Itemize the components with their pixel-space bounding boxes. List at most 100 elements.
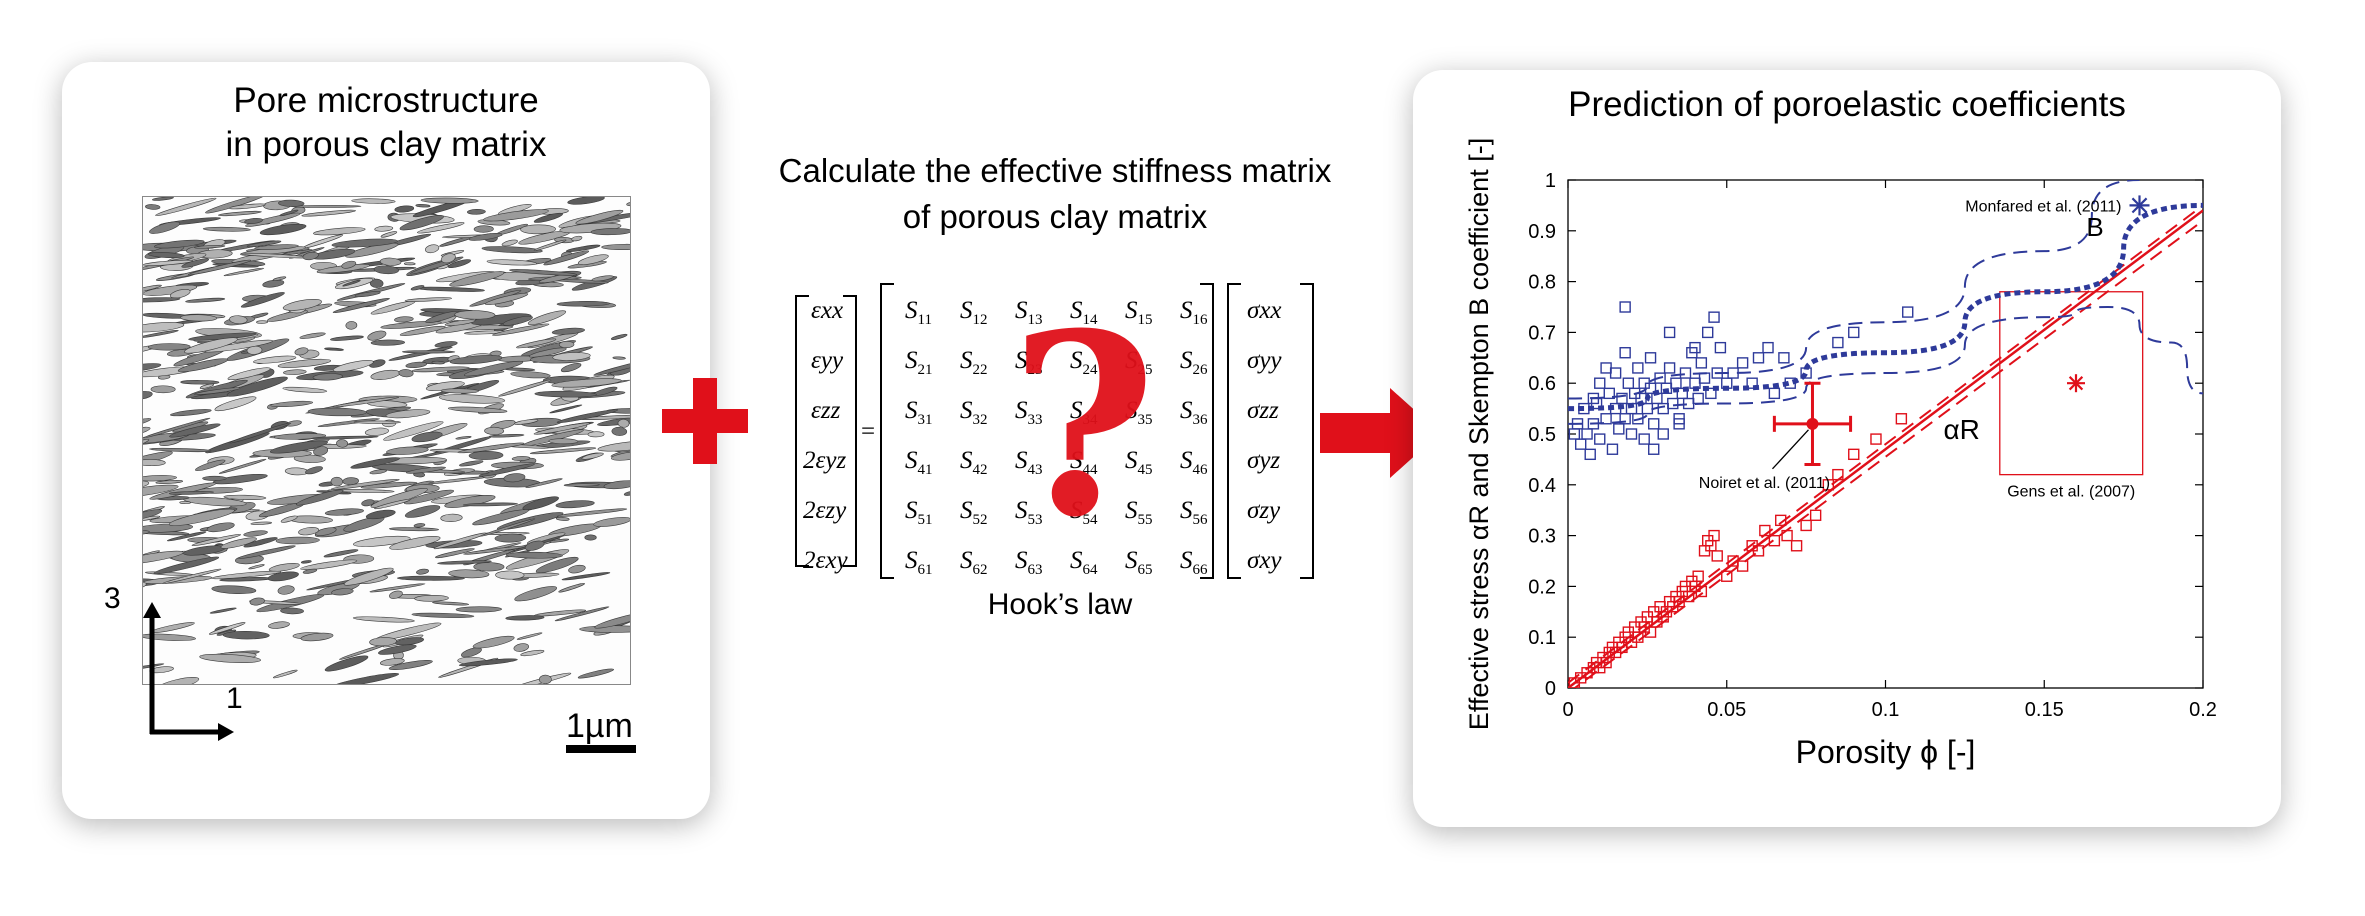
compliance-entry: S13	[1015, 297, 1043, 328]
pore-shape	[143, 322, 185, 333]
compliance-entry: S61	[905, 547, 933, 578]
pore-shape	[272, 669, 298, 679]
plus-icon	[662, 378, 748, 464]
curve-label-alpha: αR	[1943, 414, 1979, 445]
pore-shape	[324, 508, 364, 516]
pore-shape	[180, 314, 218, 322]
x-tick-label: 0.2	[2189, 699, 2217, 721]
pore-shape	[170, 288, 191, 299]
pore-shape	[449, 271, 505, 287]
scatter-point	[1736, 357, 1749, 369]
pore-shape	[369, 278, 384, 288]
strain-bracket-left	[795, 295, 809, 567]
pore-shape	[249, 597, 265, 606]
pore-shape	[486, 259, 537, 266]
pore-shape	[180, 380, 220, 385]
pore-shape	[206, 522, 235, 533]
pore-shape	[248, 564, 265, 570]
pore-shape	[516, 338, 557, 349]
strain-component: 2εxy	[803, 547, 848, 574]
pore-shape	[369, 469, 387, 475]
pore-shape	[156, 677, 200, 684]
compliance-entry: S62	[960, 547, 988, 578]
pore-shape	[374, 499, 411, 510]
compliance-entry: S24	[1070, 347, 1098, 378]
compliance-entry: S33	[1015, 397, 1043, 428]
pore-shape	[302, 568, 318, 574]
y-tick-label: 0.4	[1528, 475, 1556, 497]
pore-shape	[379, 257, 402, 266]
pore-shape	[327, 488, 395, 493]
pore-shape	[254, 244, 299, 250]
pore-shape	[184, 337, 238, 354]
scatter-point	[1632, 631, 1644, 643]
pore-shape	[143, 480, 150, 490]
pore-shape	[293, 454, 326, 463]
scatter-point	[1752, 352, 1765, 364]
scatter-point	[1781, 529, 1793, 542]
scatter-point	[1651, 392, 1663, 405]
pore-shape	[209, 607, 237, 614]
x-tick-label: 0.15	[2025, 699, 2064, 721]
compliance-entry: S34	[1070, 397, 1098, 428]
pore-shape	[386, 446, 429, 455]
pore-shape	[301, 209, 356, 217]
scatter-point	[1682, 590, 1695, 603]
scatter-point	[1790, 540, 1803, 552]
pore-shape	[181, 258, 209, 268]
scatter-point	[1648, 418, 1660, 430]
pore-shape	[505, 615, 545, 621]
pore-shape	[449, 355, 503, 365]
pore-shape	[410, 285, 425, 291]
pore-shape	[473, 562, 505, 572]
microstructure-panel: Pore microstructure in porous clay matri…	[62, 62, 710, 819]
pore-shape	[511, 456, 531, 461]
pore-shape	[369, 583, 426, 593]
pore-shape	[414, 594, 449, 602]
compliance-entry: S23	[1015, 347, 1043, 378]
pore-shape	[567, 197, 605, 205]
pore-shape	[147, 343, 191, 351]
pore-shape	[484, 426, 505, 435]
scatter-point	[1667, 397, 1679, 410]
pore-shape	[245, 212, 301, 227]
scatter-point	[1736, 560, 1749, 572]
pore-shape	[411, 612, 475, 618]
scatter-point	[1613, 423, 1625, 435]
pore-shape	[145, 204, 161, 210]
scatter-point	[1705, 387, 1717, 400]
pore-shape	[194, 244, 226, 249]
pore-shape	[353, 420, 401, 424]
pore-shape	[143, 284, 198, 296]
pore-shape	[597, 440, 630, 452]
pore-shape	[472, 635, 515, 649]
scatter-point	[1695, 585, 1708, 598]
y-tick-label: 0.2	[1528, 576, 1556, 598]
pore-shape	[498, 379, 552, 397]
pore-shape	[143, 550, 184, 565]
pore-shape	[370, 339, 406, 346]
scatter-point	[1752, 545, 1765, 557]
pore-shape	[394, 205, 415, 213]
compliance-entry: S22	[960, 347, 988, 378]
scatter-point	[1622, 377, 1635, 389]
y-tick-label: 0.7	[1528, 322, 1556, 344]
x-tick-label: 0.05	[1707, 699, 1746, 721]
scatter-point	[1635, 392, 1647, 405]
pore-shape	[379, 658, 405, 666]
pore-shape	[552, 352, 591, 361]
pore-shape	[280, 607, 304, 615]
pore-shape	[253, 355, 297, 364]
pore-shape	[143, 484, 179, 498]
pore-shape	[533, 239, 567, 251]
pore-shape	[481, 246, 543, 254]
pore-shape	[268, 621, 290, 629]
pore-shape	[565, 244, 601, 252]
x-tick-label: 0	[1562, 699, 1573, 721]
scale-bar	[566, 745, 636, 753]
stress-bracket-right	[1300, 283, 1314, 579]
pore-shape	[153, 556, 220, 575]
x-tick-label: 0.1	[1872, 699, 1900, 721]
pore-shape	[373, 265, 399, 275]
pore-shape	[464, 360, 524, 377]
